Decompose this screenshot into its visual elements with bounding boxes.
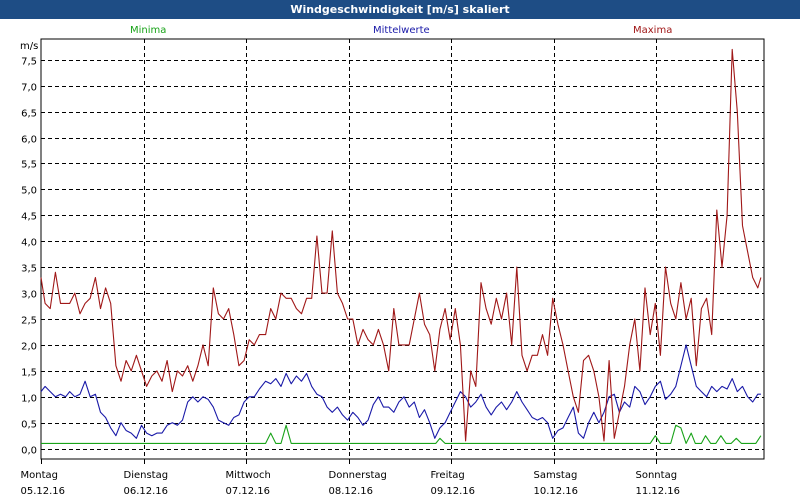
y-tick-label: 4,5	[21, 212, 37, 223]
plot-frame	[40, 38, 765, 460]
series-layer	[40, 48, 762, 444]
x-tick-day: Samstag	[534, 470, 578, 481]
y-tick-label: 1,5	[21, 368, 37, 379]
x-tick-date: 05.12.16	[21, 486, 66, 497]
y-tick-label: 7,5	[21, 57, 37, 68]
x-tick-day: Montag	[21, 470, 58, 481]
x-tick-day: Dienstag	[124, 470, 169, 481]
x-tick-date: 06.12.16	[124, 486, 169, 497]
x-tick-date: 10.12.16	[534, 486, 579, 497]
x-tick-date: 11.12.16	[636, 486, 681, 497]
x-tick-day: Mittwoch	[226, 470, 271, 481]
y-tick-label: 2,0	[21, 342, 37, 353]
y-tick-label: 6,0	[21, 135, 37, 146]
y-unit-label: m/s	[20, 41, 38, 52]
series-line-minima	[41, 424, 762, 444]
x-tick-day: Sonntag	[636, 470, 678, 481]
x-tick-day: Donnerstag	[329, 470, 387, 481]
series-line-mittelwerte	[40, 344, 761, 439]
y-tick-label: 0,0	[21, 446, 37, 457]
x-tick-day: Freitag	[431, 470, 465, 481]
x-tick-date: 09.12.16	[431, 486, 476, 497]
x-tick-date: 08.12.16	[329, 486, 374, 497]
x-tick-date: 07.12.16	[226, 486, 271, 497]
chart-title: Windgeschwindigkeit [m/s] skaliert	[0, 0, 800, 19]
y-tick-label: 5,0	[21, 186, 37, 197]
legend-maxima: Maxima	[633, 25, 673, 36]
y-tick-label: 0,5	[21, 420, 37, 431]
y-tick-label: 3,0	[21, 290, 37, 301]
y-tick-label: 1,0	[21, 394, 37, 405]
x-tick-labels: Montag 05.12.16 Dienstag 06.12.16 Mittwoch 07…	[21, 459, 681, 497]
y-tick-label: 2,5	[21, 316, 37, 327]
y-tick-labels: 0,0 0,5 1,0 1,5 2,0 2,5 3,0 3,5 4,0 4,5 5,0 5,5 6,0 6…	[21, 57, 37, 457]
y-tick-label: 5,5	[21, 160, 37, 171]
y-tick-label: 7,0	[21, 83, 37, 94]
y-tick-label: 4,0	[21, 238, 37, 249]
legend-minima: Minima	[130, 25, 167, 36]
series-line-maxima	[40, 48, 762, 442]
y-tick-label: 3,5	[21, 264, 37, 275]
legend-mittelwerte: Mittelwerte	[373, 25, 430, 36]
y-tick-label: 6,5	[21, 109, 37, 120]
grid-layer	[41, 39, 764, 459]
